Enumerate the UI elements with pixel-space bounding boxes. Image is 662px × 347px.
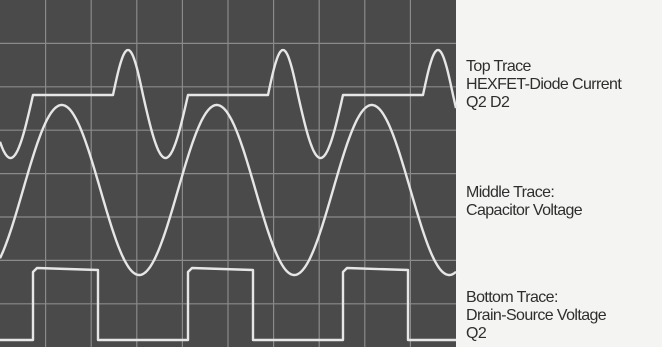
bottom-label-1: Bottom Trace: [466,289,558,306]
top-label-1: Top Trace [466,58,532,75]
top-label-2: HEXFET-Diode Current [466,76,622,93]
scope-figure: Top Trace HEXFET-Diode Current Q2 D2 Mid… [0,0,662,347]
middle-label-1: Middle Trace: [466,184,554,201]
bottom-label-2: Drain-Source Voltage [466,307,607,324]
bottom-label-3: Q2 [466,325,487,342]
page: Top Trace HEXFET-Diode Current Q2 D2 Mid… [0,0,662,347]
middle-label-2: Capacitor Voltage [466,202,583,219]
top-label-3: Q2 D2 [466,94,510,111]
